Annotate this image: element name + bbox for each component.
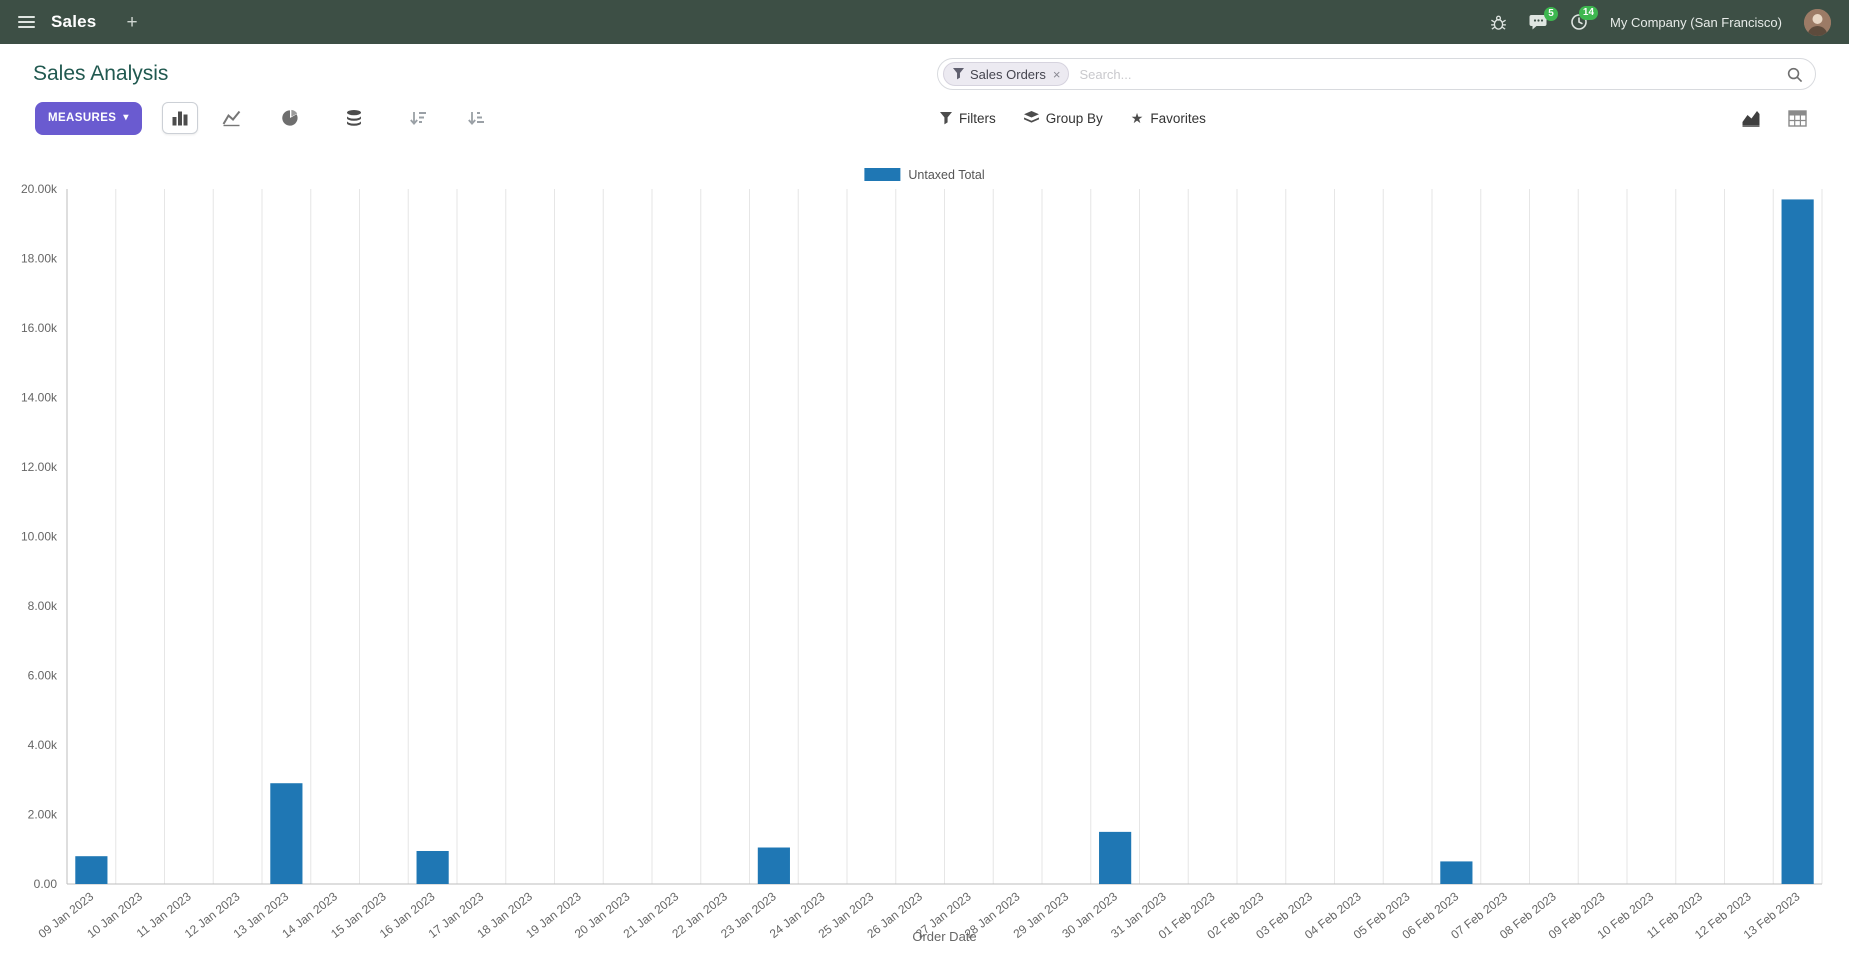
favorites-label: Favorites bbox=[1150, 110, 1206, 126]
stacked-toggle-button[interactable] bbox=[336, 102, 372, 134]
search-options: Filters Group By ★ Favorites bbox=[940, 98, 1206, 138]
messages-badge: 5 bbox=[1544, 6, 1559, 21]
chart-bar[interactable] bbox=[1099, 831, 1132, 884]
group-by-button[interactable]: Group By bbox=[1023, 110, 1103, 126]
x-axis-title: Order Date bbox=[912, 929, 976, 944]
bar-chart-mode-button[interactable] bbox=[161, 102, 198, 134]
app-name[interactable]: Sales bbox=[51, 12, 97, 31]
debug-bug-icon[interactable] bbox=[1490, 14, 1507, 31]
control-panel: Sales Analysis Sales Orders × Search... … bbox=[0, 44, 1849, 142]
apps-menu-icon[interactable] bbox=[18, 16, 35, 28]
layers-icon bbox=[1023, 111, 1039, 123]
filters-label: Filters bbox=[959, 110, 996, 126]
pivot-view-icon bbox=[1787, 109, 1807, 127]
chart-bar[interactable] bbox=[1781, 199, 1814, 885]
graph-view-icon bbox=[1742, 111, 1760, 127]
y-tick-label: 14.00k bbox=[21, 391, 58, 405]
search-facet-label: Sales Orders bbox=[970, 66, 1046, 82]
plus-icon[interactable]: + bbox=[126, 11, 138, 33]
sales-chart: 0.00 2.00k 4.00k 6.00k 8.00k 10.00k 12.00k 14.0… bbox=[21, 168, 1823, 944]
filter-icon bbox=[940, 111, 952, 124]
pie-chart-icon bbox=[282, 109, 298, 126]
activities-badge: 14 bbox=[1578, 6, 1599, 20]
chart-bar[interactable] bbox=[270, 783, 303, 884]
chart-bar[interactable] bbox=[757, 847, 790, 884]
line-chart-icon bbox=[222, 110, 241, 127]
y-tick-label: 8.00k bbox=[28, 599, 58, 613]
page-title: Sales Analysis bbox=[33, 62, 169, 85]
graph-view-button[interactable] bbox=[1733, 102, 1769, 134]
y-tick-label: 2.00k bbox=[28, 808, 58, 822]
sort-ascending-button[interactable] bbox=[458, 102, 494, 134]
navbar-left: Sales + bbox=[18, 12, 138, 32]
pivot-view-button[interactable] bbox=[1779, 102, 1815, 134]
measures-label: MEASURES bbox=[48, 112, 117, 124]
chart-bar[interactable] bbox=[416, 850, 449, 884]
user-avatar[interactable] bbox=[1804, 8, 1831, 36]
legend-label[interactable]: Untaxed Total bbox=[908, 168, 984, 182]
sort-ascending-icon bbox=[467, 112, 484, 125]
stacked-icon bbox=[346, 110, 361, 126]
y-tick-label: 10.00k bbox=[21, 530, 58, 544]
y-tick-label: 18.00k bbox=[21, 252, 58, 266]
star-icon: ★ bbox=[1130, 110, 1144, 126]
navbar-right: 5 14 My Company (San Francisco) bbox=[1490, 6, 1831, 36]
chevron-down-icon: ▾ bbox=[123, 112, 129, 123]
view-switcher bbox=[1733, 98, 1815, 138]
bar-chart-icon bbox=[172, 111, 188, 126]
y-tick-label: 16.00k bbox=[21, 321, 58, 335]
graph-view: 0.00 2.00k 4.00k 6.00k 8.00k 10.00k 12.00k 14.0… bbox=[0, 142, 1849, 958]
search-placeholder: Search... bbox=[1079, 66, 1132, 82]
group-by-label: Group By bbox=[1045, 110, 1103, 126]
filters-button[interactable]: Filters bbox=[940, 111, 996, 126]
y-tick-label: 20.00k bbox=[21, 182, 58, 196]
top-navbar: Sales + 5 14 bbox=[0, 0, 1849, 44]
y-tick-label: 0.00 bbox=[34, 877, 58, 891]
favorites-button[interactable]: ★ Favorites bbox=[1131, 111, 1206, 126]
company-switcher[interactable]: My Company (San Francisco) bbox=[1610, 14, 1782, 30]
chart-bar[interactable] bbox=[75, 856, 108, 884]
breadcrumb-row: Sales Analysis Sales Orders × Search... bbox=[33, 56, 1816, 92]
messages-icon[interactable]: 5 bbox=[1529, 6, 1559, 31]
sort-descending-button[interactable] bbox=[400, 102, 436, 134]
chart-bar[interactable] bbox=[1440, 861, 1473, 884]
filter-funnel-icon bbox=[953, 68, 964, 80]
y-tick-label: 12.00k bbox=[21, 460, 58, 474]
search-input[interactable]: Sales Orders × Search... bbox=[937, 58, 1816, 90]
sort-descending-icon bbox=[409, 112, 426, 125]
facet-remove-icon[interactable]: × bbox=[1052, 66, 1061, 82]
legend-swatch[interactable] bbox=[864, 168, 901, 181]
search-icon[interactable] bbox=[1786, 66, 1803, 83]
measures-button[interactable]: MEASURES ▾ bbox=[35, 101, 142, 135]
view-toolbar: MEASURES ▾ bbox=[35, 98, 1821, 138]
activities-clock-icon[interactable]: 14 bbox=[1570, 6, 1599, 31]
line-chart-mode-button[interactable] bbox=[214, 102, 250, 134]
pie-chart-mode-button[interactable] bbox=[272, 102, 308, 134]
y-tick-label: 4.00k bbox=[28, 738, 58, 752]
y-tick-label: 6.00k bbox=[28, 669, 58, 683]
search-facet[interactable]: Sales Orders × bbox=[943, 62, 1070, 86]
